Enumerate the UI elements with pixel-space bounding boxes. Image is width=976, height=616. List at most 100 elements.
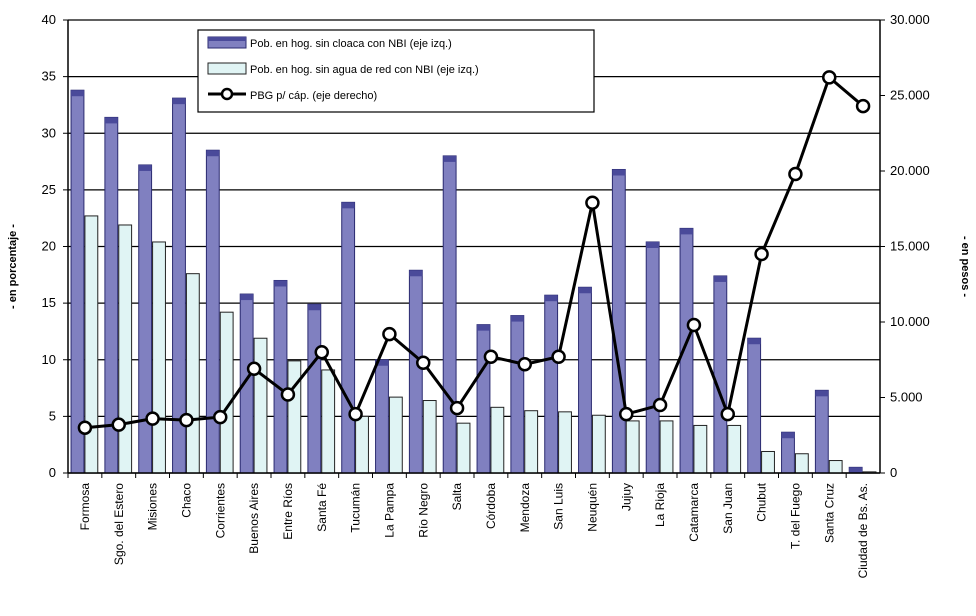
pbg-point (585, 195, 600, 210)
pbg-point (416, 355, 431, 371)
pbg-point (246, 361, 262, 377)
bar-sin-cloaca (138, 164, 153, 474)
category-label: Formosa (78, 483, 92, 531)
left-tick-label: 0 (49, 465, 56, 480)
bar-sin-cloaca-cap (477, 324, 490, 331)
right-tick-label: 25.000 (890, 88, 930, 103)
left-tick-label: 25 (42, 182, 56, 197)
category-label: Neuquén (585, 483, 599, 532)
bar-sin-cloaca-cap (375, 359, 389, 366)
category-label: San Luis (552, 483, 566, 530)
category-label: Jujuy (619, 483, 633, 511)
category-label: Córdoba (484, 483, 498, 529)
bar-sin-cloaca-cap (646, 241, 660, 248)
category-label: Tucumán (349, 483, 363, 533)
bar-sin-cloaca-cap (443, 155, 457, 162)
bar-sin-cloaca-cap (71, 90, 84, 97)
bar-sin-cloaca-cap (713, 275, 727, 282)
left-tick-label: 10 (42, 352, 56, 367)
category-label: Misiones (146, 483, 160, 530)
category-label: Santa Fé (315, 483, 329, 532)
pbg-point (822, 70, 837, 85)
bar-sin-cloaca (781, 431, 795, 474)
bar-sin-cloaca-cap (747, 338, 761, 345)
legend-label-sin-agua: Pob. en hog. sin agua de red con NBI (ej… (250, 64, 479, 76)
bar-sin-agua (355, 415, 369, 474)
bar-sin-agua (693, 424, 708, 474)
bar-sin-agua (625, 420, 640, 474)
bar-sin-cloaca (375, 359, 389, 474)
left-axis-title: - en porcentaje - (7, 224, 19, 309)
category-label: Ciudad de Bs. As. (856, 483, 870, 578)
pbg-point (855, 98, 871, 114)
pbg-point (686, 317, 702, 333)
bar-sin-cloaca (442, 155, 457, 474)
bar-sin-cloaca-cap (341, 202, 355, 209)
category-label: Santa Cruz (822, 483, 836, 543)
legend-box (197, 29, 595, 113)
pbg-point (517, 357, 532, 372)
category-label: San Juan (721, 483, 735, 534)
category-label: Chaco (179, 483, 193, 518)
bar-sin-cloaca (307, 303, 322, 474)
right-axis-title: - en pesos - (959, 236, 971, 297)
legend-swatch-sin-agua (207, 62, 247, 75)
category-label: Entre Ríos (281, 483, 295, 540)
bar-sin-cloaca-cap (815, 390, 829, 397)
right-tick-label: 20.000 (890, 163, 930, 178)
bar-sin-cloaca-cap (138, 164, 152, 171)
bar-sin-agua (321, 369, 336, 474)
bar-sin-agua (219, 311, 234, 474)
right-tick-label: 5.000 (890, 390, 923, 405)
category-label: Corrientes (213, 483, 227, 538)
bar-sin-cloaca (578, 286, 592, 474)
left-tick-label: 35 (42, 69, 56, 84)
legend: Pob. en hog. sin cloaca con NBI (eje izq… (197, 29, 595, 113)
bar-sin-cloaca-cap (240, 294, 254, 301)
bar-sin-cloaca-cap (172, 98, 186, 105)
category-label: Salta (450, 483, 464, 511)
bar-sin-agua (524, 410, 539, 474)
bar-sin-cloaca (611, 168, 626, 474)
category-label: Catamarca (687, 483, 701, 542)
bar-sin-agua (761, 450, 775, 474)
bar-sin-agua (388, 396, 403, 474)
bar-sin-cloaca-cap (544, 295, 558, 302)
legend-swatch-pbg-point (220, 87, 234, 101)
pbg-point (179, 412, 194, 428)
bar-sin-agua (456, 422, 471, 474)
bar-sin-cloaca-cap (206, 150, 220, 157)
axes-layer (63, 19, 885, 478)
bar-sin-cloaca (341, 201, 356, 474)
bar-sin-cloaca (70, 89, 85, 474)
bar-sin-agua (118, 224, 133, 474)
left-tick-label: 30 (42, 125, 56, 140)
category-label: Chubut (755, 482, 769, 521)
bar-sin-agua (152, 241, 166, 474)
bar-sin-cloaca-cap (510, 315, 524, 322)
pbg-point (483, 349, 499, 364)
category-label: Sgo. del Estero (112, 483, 126, 565)
line-layer (77, 70, 871, 435)
category-label: Mendoza (518, 483, 532, 533)
legend-swatch-sin-cloaca-cap (208, 37, 246, 41)
bar-sin-cloaca (273, 279, 288, 474)
pbg-point (382, 326, 397, 342)
category-label: Río Negro (416, 483, 430, 538)
left-tick-label: 15 (42, 295, 56, 310)
pbg-point (280, 387, 296, 402)
bar-sin-cloaca-cap (274, 280, 287, 287)
bar-sin-cloaca (747, 337, 762, 474)
category-label: La Rioja (653, 483, 667, 527)
left-tick-label: 40 (42, 12, 56, 27)
bar-sin-agua (490, 406, 505, 474)
pbg-point (314, 344, 329, 360)
bar-sin-cloaca (544, 294, 559, 474)
bar-sin-agua (185, 273, 200, 474)
bar-sin-cloaca (408, 269, 423, 474)
category-label: T. del Fuego (788, 483, 802, 549)
pbg-point (619, 406, 634, 422)
bar-sin-agua (558, 411, 572, 474)
bar-sin-cloaca (814, 389, 829, 474)
